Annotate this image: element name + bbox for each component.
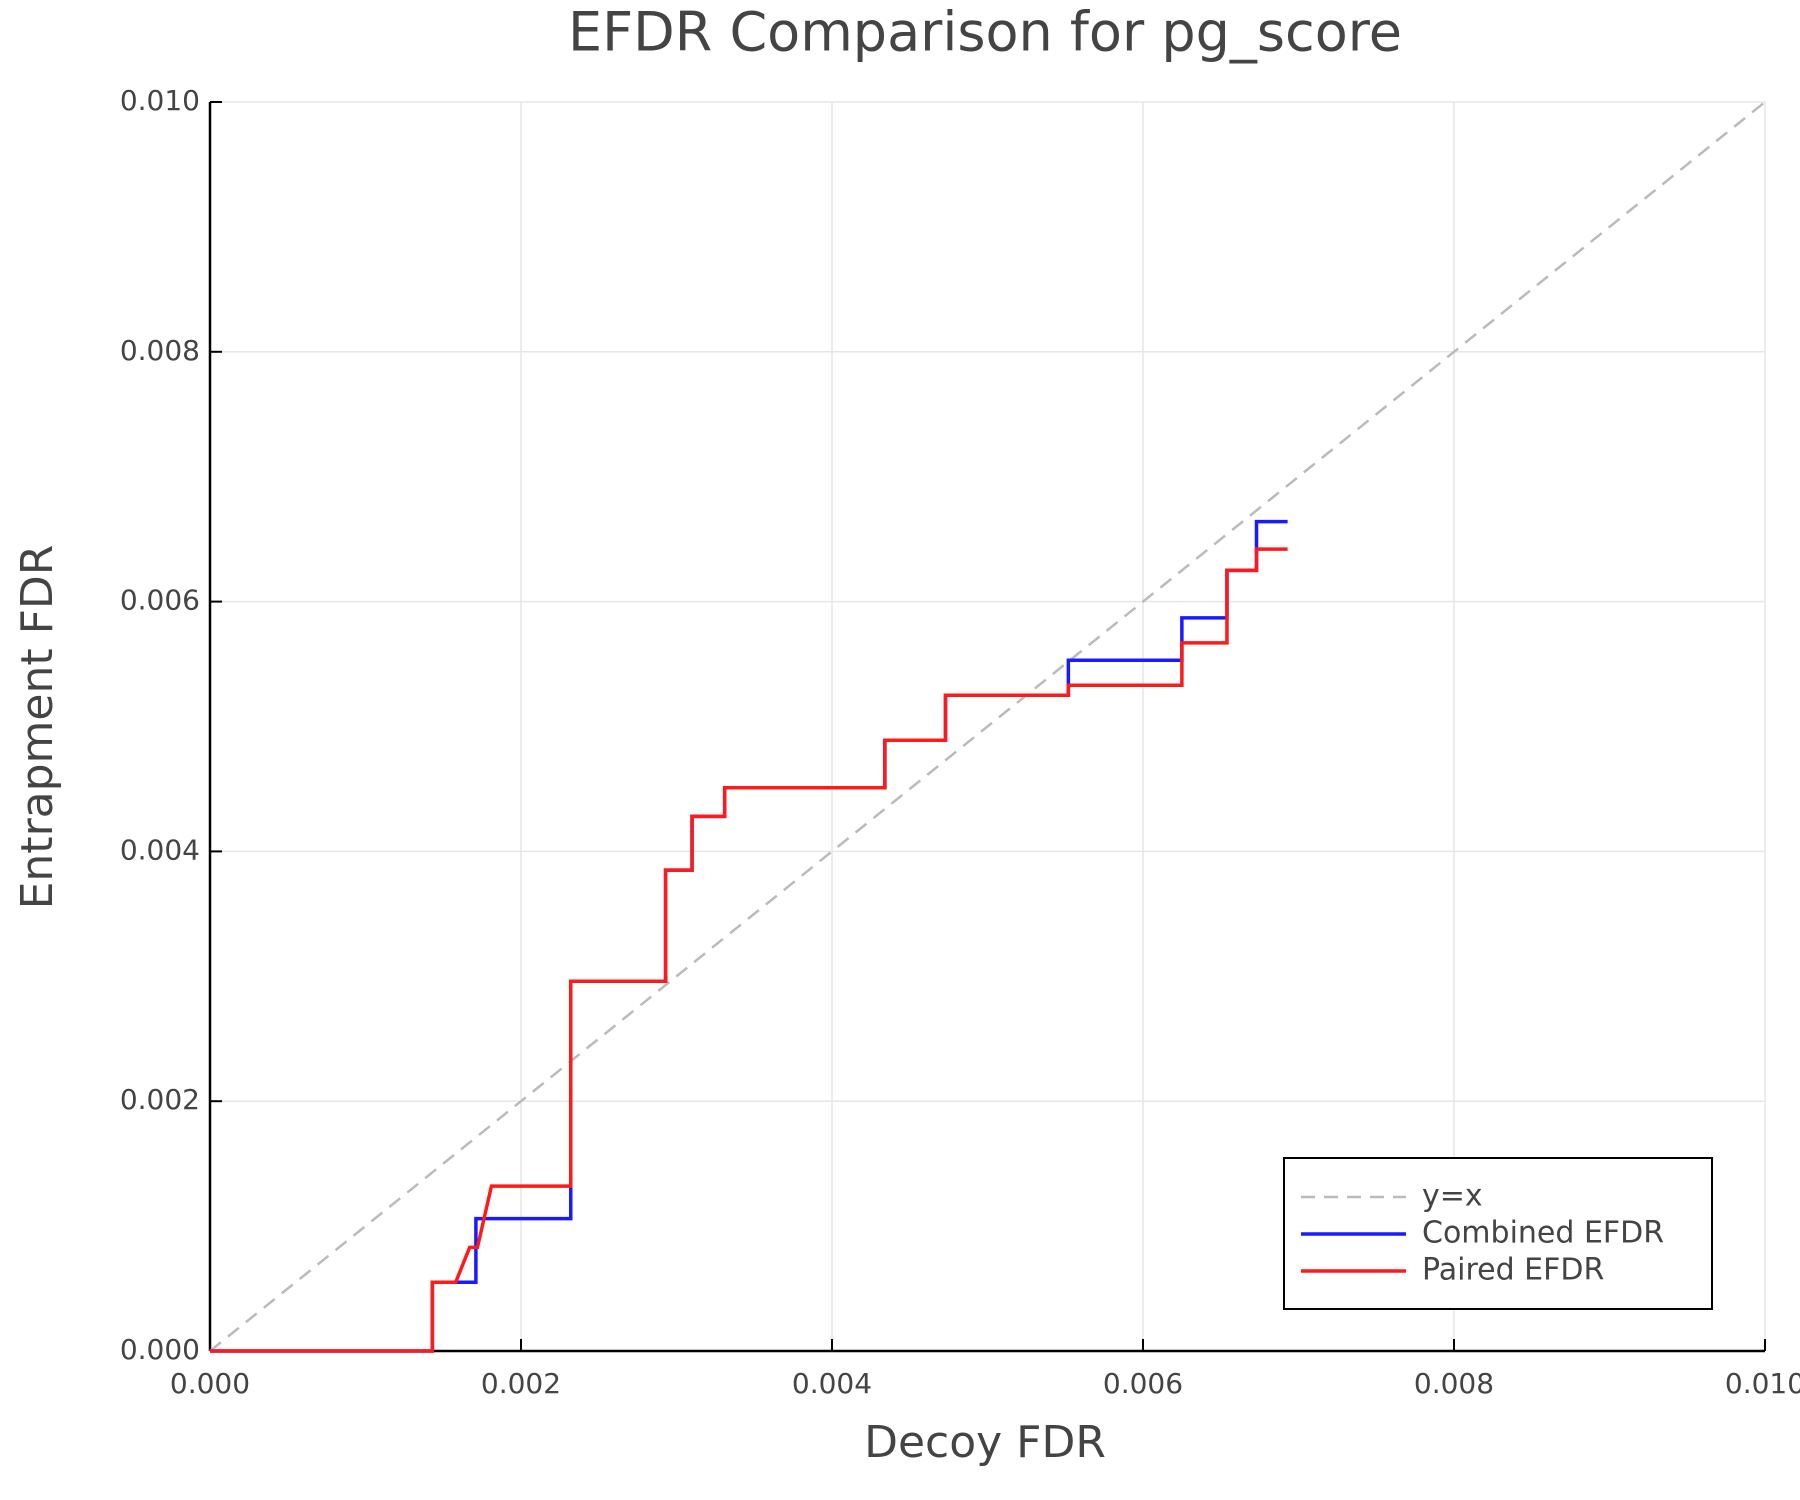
x-tick-label: 0.006 xyxy=(1103,1367,1183,1400)
y-tick-label: 0.000 xyxy=(120,1333,200,1366)
y-tick-label: 0.010 xyxy=(120,84,200,117)
legend-label: Combined EFDR xyxy=(1422,1216,1664,1251)
y-axis-label: Entrapment FDR xyxy=(12,545,63,910)
series-line xyxy=(210,519,1288,1353)
series-line xyxy=(210,547,1288,1353)
x-tick-label: 0.004 xyxy=(792,1367,872,1400)
x-axis-label: Decoy FDR xyxy=(864,1417,1106,1468)
x-tick-label: 0.002 xyxy=(481,1367,561,1400)
x-tick-label: 0.010 xyxy=(1725,1367,1800,1400)
y-tick-label: 0.008 xyxy=(120,334,200,367)
y-tick-label: 0.004 xyxy=(120,833,200,866)
chart-title: EFDR Comparison for pg_score xyxy=(568,1,1402,64)
legend-label: Paired EFDR xyxy=(1422,1253,1604,1288)
y-tick-label: 0.006 xyxy=(120,584,200,617)
series-line xyxy=(209,101,1766,1352)
y-tick-label: 0.002 xyxy=(120,1083,200,1116)
x-tick-label: 0.008 xyxy=(1414,1367,1494,1400)
x-tick-label: 0.000 xyxy=(170,1367,250,1400)
legend-label: y=x xyxy=(1422,1179,1483,1214)
